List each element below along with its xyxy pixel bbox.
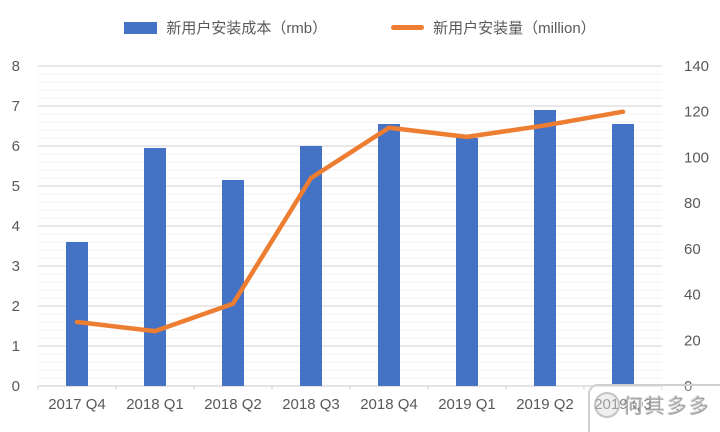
legend-label-volume: 新用户安装量（million）: [433, 20, 596, 37]
left-axis-label: 0: [12, 378, 20, 395]
x-axis-category-label: 2018 Q3: [282, 396, 340, 413]
left-axis-label: 3: [12, 258, 20, 275]
x-axis-category-label: 2017 Q4: [48, 396, 106, 413]
watermark-logo-icon: [594, 392, 620, 418]
legend-item-volume: 新用户安装量（million）: [391, 17, 596, 38]
bar-2018-q2: [222, 180, 244, 386]
bar-2017-q4: [66, 242, 88, 386]
right-axis-label: 20: [684, 332, 701, 349]
legend-label-cost: 新用户安装成本（rmb）: [166, 20, 328, 37]
x-axis-category-label: 2019 Q2: [516, 396, 574, 413]
left-axis-label: 6: [12, 138, 20, 155]
x-axis-category-label: 2018 Q2: [204, 396, 262, 413]
right-axis-label: 140: [684, 58, 709, 75]
bar-2018-q4: [378, 124, 400, 386]
left-axis-label: 4: [12, 218, 20, 235]
bar-2019-q2: [534, 110, 556, 386]
right-axis-label: 100: [684, 149, 709, 166]
right-axis-label: 60: [684, 241, 701, 258]
right-axis-label: 40: [684, 287, 701, 304]
bar-2018-q1: [144, 148, 166, 386]
x-axis-category-label: 2018 Q4: [360, 396, 418, 413]
bar-2018-q3: [300, 146, 322, 386]
watermark-badge: 何其多多: [588, 384, 720, 432]
bar-series-swatch-icon: [124, 21, 158, 34]
right-axis-label: 0: [684, 378, 692, 395]
x-axis-category-label: 2019 Q1: [438, 396, 496, 413]
legend-item-cost: 新用户安装成本（rmb）: [124, 17, 327, 38]
left-axis-label: 8: [12, 58, 20, 75]
x-axis-category-label: 2018 Q1: [126, 396, 184, 413]
left-axis-label: 5: [12, 178, 20, 195]
chart-legend: 新用户安装成本（rmb） 新用户安装量（million）: [0, 17, 720, 38]
watermark-text: 何其多多: [623, 396, 711, 418]
right-axis-label: 120: [684, 104, 709, 121]
bar-2019-q3: [612, 124, 634, 386]
left-axis-label: 1: [12, 338, 20, 355]
bar-2019-q1: [456, 138, 478, 386]
line-series-swatch-icon: [391, 25, 425, 30]
installs-line-series: [74, 109, 626, 334]
left-axis-label: 7: [12, 98, 20, 115]
left-axis-label: 2: [12, 298, 20, 315]
right-axis-label: 80: [684, 195, 701, 212]
